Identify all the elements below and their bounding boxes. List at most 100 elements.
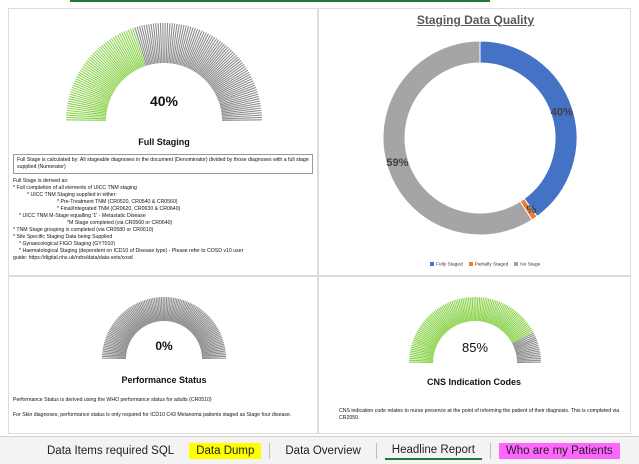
- gauge-tick: [494, 304, 508, 327]
- gauge-tick: [505, 318, 525, 336]
- cns-gauge: [408, 296, 542, 363]
- gauge-tick: [87, 58, 120, 85]
- gauge-tick: [515, 344, 539, 353]
- gauge-tick: [194, 322, 215, 338]
- tab-who-are-my-patients[interactable]: Who are my Patients: [498, 442, 620, 459]
- cosd-link[interactable]: guide: https://digital.nhs.uk/ndrs/data/…: [13, 255, 133, 261]
- gauge-tick: [105, 42, 130, 75]
- gauge-tick: [165, 23, 169, 64]
- gauge-tick: [96, 49, 125, 80]
- gauge-tick: [184, 307, 199, 328]
- gauge-tick: [97, 48, 126, 79]
- donut-data-label: 40%: [551, 106, 573, 118]
- gauge-tick: [187, 31, 205, 69]
- gauge-tick: [168, 297, 173, 322]
- gauge-tick: [218, 86, 257, 102]
- gauge-tick: [112, 36, 135, 72]
- gauge-tick: [215, 76, 252, 96]
- gauge-tick: [195, 324, 216, 339]
- gauge-tick: [168, 23, 173, 64]
- gauge-tick: [497, 307, 512, 329]
- performance-note: Performance Status is derived using the …: [13, 397, 212, 403]
- cns-note: CNS indication code relates to nurse pre…: [339, 408, 620, 421]
- gauge-tick: [453, 300, 462, 324]
- gauge-tick: [442, 304, 456, 327]
- gauge-tick: [220, 95, 260, 107]
- gauge-tick: [492, 303, 504, 326]
- gauge-tick: [482, 298, 488, 322]
- tab-data-items-required-sql[interactable]: Data Items required SQL: [47, 444, 175, 457]
- gauge-tick: [70, 91, 109, 105]
- gauge-tick: [171, 23, 178, 64]
- gauge-tick: [181, 304, 195, 326]
- gauge-tick: [152, 23, 159, 64]
- gauge-tick: [119, 314, 138, 333]
- derivation-line: * Haematological Staging (dependent on I…: [19, 248, 244, 254]
- gauge-tick: [199, 338, 223, 348]
- gauge-tick: [441, 305, 455, 328]
- tab-data-dump[interactable]: Data Dump: [189, 442, 262, 459]
- gauge-tick: [122, 312, 140, 332]
- gauge-tick: [172, 24, 180, 64]
- gauge-tick: [410, 346, 435, 354]
- gauge-tick: [70, 89, 110, 103]
- gauge-tick: [114, 321, 134, 337]
- gauge-tick: [221, 107, 262, 114]
- gauge-tick: [72, 84, 111, 101]
- gauge-tick: [198, 331, 221, 344]
- gauge-tick: [66, 112, 107, 117]
- gauge-tick: [77, 73, 114, 94]
- gauge-tick: [102, 350, 127, 355]
- gauge-tick: [514, 339, 538, 349]
- gauge-tick: [188, 312, 206, 332]
- gauge-tick: [183, 306, 198, 328]
- gauge-tick: [516, 352, 541, 357]
- gauge-tick: [516, 350, 540, 356]
- performance-status-gauge: [101, 296, 227, 360]
- gauge-tick: [410, 350, 434, 356]
- gauge-tick: [166, 23, 171, 64]
- tab-data-overview[interactable]: Data Overview: [285, 444, 361, 457]
- gauge-tick: [189, 313, 207, 332]
- gauge-tick: [169, 23, 176, 64]
- gauge-tick: [211, 63, 245, 88]
- gauge-tick: [155, 297, 160, 322]
- gauge-tick: [166, 297, 169, 322]
- gauge-tick: [129, 307, 144, 328]
- gauge-tick: [207, 56, 239, 84]
- gauge-tick: [409, 357, 434, 361]
- gauge-tick: [102, 347, 127, 353]
- legend-item: Partially Staged: [468, 262, 508, 267]
- donut-legend: Fully Staged Partially Staged No Stage: [430, 262, 540, 267]
- gauge-tick: [199, 336, 223, 347]
- gauge-tick: [484, 298, 492, 323]
- gauge-tick: [160, 297, 163, 322]
- gauge-tick: [79, 69, 115, 92]
- gauge-tick: [150, 23, 157, 64]
- derivation-line: * UICC TNM Staging supplied in either:: [27, 192, 117, 198]
- gauge-tick: [216, 80, 254, 98]
- derivation-line: * Site Specific Staging Data being Suppl…: [13, 234, 113, 240]
- tab-headline-report[interactable]: Headline Report: [384, 442, 482, 460]
- gauge-tick: [196, 327, 218, 341]
- report-sheet: 40% Full Staging Full Stage is calculate…: [8, 0, 631, 434]
- gauge-tick: [411, 342, 436, 352]
- gauge-tick: [176, 25, 187, 65]
- gauge-tick: [132, 305, 146, 327]
- gauge-tick: [175, 300, 185, 324]
- gauge-tick: [483, 298, 490, 323]
- gauge-tick: [103, 343, 128, 351]
- gauge-tick: [479, 297, 485, 322]
- donut-data-label: 59%: [386, 157, 408, 169]
- gauge-tick: [155, 23, 160, 64]
- gauge-tick: [214, 71, 250, 93]
- gauge-tick: [507, 321, 528, 338]
- full-staging-percent: 40%: [149, 93, 179, 109]
- gauge-tick: [217, 82, 255, 99]
- gauge-tick: [515, 346, 540, 354]
- legend-item: No Stage: [514, 262, 540, 267]
- gauge-tick: [221, 105, 261, 113]
- gauge-tick: [221, 112, 262, 117]
- gauge-tick: [198, 42, 223, 75]
- gauge-tick: [201, 350, 226, 355]
